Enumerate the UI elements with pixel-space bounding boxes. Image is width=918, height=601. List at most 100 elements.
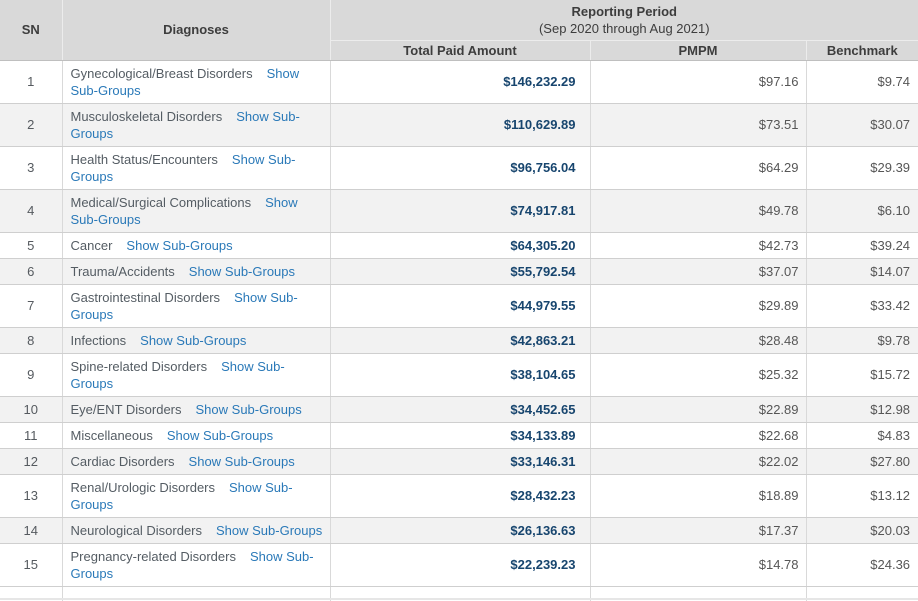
show-sub-groups-link[interactable]: Show Sub-Groups	[70, 479, 293, 512]
row-diagnosis-cell: Gynecological/Breast Disorders Show Sub-G…	[62, 60, 331, 104]
column-header-reporting-period: Reporting Period (Sep 2020 through Aug 2…	[330, 0, 918, 41]
row-pmpm: $25.32	[590, 353, 807, 397]
row-benchmark: $20.03	[806, 517, 918, 544]
show-sub-groups-link[interactable]: Show Sub-Groups	[70, 108, 300, 141]
row-total-paid-amount: $110,629.89	[330, 103, 591, 147]
diagnosis-label: Spine-related Disorders	[70, 358, 208, 374]
column-header-pmpm: PMPM	[590, 40, 807, 61]
row-pmpm: $22.02	[590, 448, 807, 475]
row-total-paid-amount: $96,756.04	[330, 146, 591, 190]
table-row: 2 Musculoskeletal Disorders Show Sub-Grou…	[0, 103, 918, 147]
show-sub-groups-link[interactable]: Show Sub-Groups	[126, 237, 233, 253]
partial-cell	[0, 586, 63, 601]
row-sn: 7	[0, 284, 63, 328]
row-total-paid-amount: $33,146.31	[330, 448, 591, 475]
diagnosis-label: Renal/Urologic Disorders	[70, 479, 216, 495]
row-total-paid-amount: $44,979.55	[330, 284, 591, 328]
diagnosis-label: Cancer	[70, 237, 113, 253]
row-sn: 2	[0, 103, 63, 147]
row-diagnosis-cell: Neurological Disorders Show Sub-Groups	[62, 517, 331, 544]
row-sn: 10	[0, 396, 63, 423]
next-row-partially-visible	[0, 586, 918, 601]
show-sub-groups-link[interactable]: Show Sub-Groups	[70, 151, 296, 184]
row-pmpm: $18.89	[590, 474, 807, 518]
diagnosis-label: Health Status/Encounters	[70, 151, 218, 167]
row-total-paid-amount: $28,432.23	[330, 474, 591, 518]
row-total-paid-amount: $38,104.65	[330, 353, 591, 397]
table-row: 13 Renal/Urologic Disorders Show Sub-Grou…	[0, 474, 918, 518]
row-diagnosis-cell: Infections Show Sub-Groups	[62, 327, 331, 354]
row-total-paid-amount: $146,232.29	[330, 60, 591, 104]
row-pmpm: $97.16	[590, 60, 807, 104]
diagnosis-label: Trauma/Accidents	[70, 263, 175, 279]
show-sub-groups-link[interactable]: Show Sub-Groups	[70, 289, 298, 322]
table-row: 15 Pregnancy-related Disorders Show Sub-G…	[0, 543, 918, 587]
show-sub-groups-link[interactable]: Show Sub-Groups	[216, 522, 323, 538]
row-diagnosis-cell: Cancer Show Sub-Groups	[62, 232, 331, 259]
row-sn: 13	[0, 474, 63, 518]
row-pmpm: $73.51	[590, 103, 807, 147]
show-sub-groups-link[interactable]: Show Sub-Groups	[70, 548, 314, 581]
show-sub-groups-link[interactable]: Show Sub-Groups	[70, 65, 300, 98]
diagnosis-label: Infections	[70, 332, 127, 348]
row-benchmark: $9.78	[806, 327, 918, 354]
table-row: 11 Miscellaneous Show Sub-Groups $34,133.…	[0, 422, 918, 449]
row-pmpm: $49.78	[590, 189, 807, 233]
column-header-sn: SN	[0, 0, 63, 61]
show-sub-groups-link[interactable]: Show Sub-Groups	[188, 453, 295, 469]
row-sn: 5	[0, 232, 63, 259]
table-row: 10 Eye/ENT Disorders Show Sub-Groups $34,…	[0, 396, 918, 423]
row-diagnosis-cell: Trauma/Accidents Show Sub-Groups	[62, 258, 331, 285]
row-benchmark: $29.39	[806, 146, 918, 190]
row-sn: 4	[0, 189, 63, 233]
row-benchmark: $12.98	[806, 396, 918, 423]
row-diagnosis-cell: Health Status/Encounters Show Sub-Groups	[62, 146, 331, 190]
show-sub-groups-link[interactable]: Show Sub-Groups	[140, 332, 247, 348]
row-pmpm: $42.73	[590, 232, 807, 259]
row-pmpm: $29.89	[590, 284, 807, 328]
row-benchmark: $30.07	[806, 103, 918, 147]
table-row: 7 Gastrointestinal Disorders Show Sub-Gro…	[0, 284, 918, 328]
diagnosis-label: Gastrointestinal Disorders	[70, 289, 221, 305]
table-header: SN Diagnoses Reporting Period (Sep 2020 …	[0, 0, 918, 61]
table-row: 5 Cancer Show Sub-Groups $64,305.20 $42.7…	[0, 232, 918, 259]
show-sub-groups-link[interactable]: Show Sub-Groups	[70, 358, 285, 391]
show-sub-groups-link[interactable]: Show Sub-Groups	[188, 263, 296, 279]
partial-cell	[330, 586, 591, 601]
row-pmpm: $28.48	[590, 327, 807, 354]
diagnosis-label: Gynecological/Breast Disorders	[70, 65, 253, 81]
row-diagnosis-cell: Cardiac Disorders Show Sub-Groups	[62, 448, 331, 475]
row-diagnosis-cell: Pregnancy-related Disorders Show Sub-Grou…	[62, 543, 331, 587]
row-total-paid-amount: $55,792.54	[330, 258, 591, 285]
reporting-period-title: Reporting Period	[571, 3, 677, 19]
row-sn: 6	[0, 258, 63, 285]
row-total-paid-amount: $74,917.81	[330, 189, 591, 233]
row-total-paid-amount: $34,133.89	[330, 422, 591, 449]
row-benchmark: $33.42	[806, 284, 918, 328]
column-header-diagnoses: Diagnoses	[62, 0, 331, 61]
show-sub-groups-link[interactable]: Show Sub-Groups	[70, 194, 298, 227]
row-pmpm: $22.68	[590, 422, 807, 449]
table-row: 1 Gynecological/Breast Disorders Show Sub…	[0, 60, 918, 104]
table-row: 14 Neurological Disorders Show Sub-Groups…	[0, 517, 918, 544]
table-row: 3 Health Status/Encounters Show Sub-Group…	[0, 146, 918, 190]
row-diagnosis-cell: Spine-related Disorders Show Sub-Groups	[62, 353, 331, 397]
show-sub-groups-link[interactable]: Show Sub-Groups	[195, 401, 302, 417]
row-sn: 9	[0, 353, 63, 397]
row-total-paid-amount: $34,452.65	[330, 396, 591, 423]
row-sn: 14	[0, 517, 63, 544]
show-sub-groups-link[interactable]: Show Sub-Groups	[166, 427, 274, 443]
row-benchmark: $27.80	[806, 448, 918, 475]
diagnosis-label: Cardiac Disorders	[70, 453, 175, 469]
row-benchmark: $4.83	[806, 422, 918, 449]
diagnosis-label: Miscellaneous	[70, 427, 153, 443]
partial-cell	[62, 586, 331, 601]
diagnosis-label: Neurological Disorders	[70, 522, 203, 538]
row-benchmark: $6.10	[806, 189, 918, 233]
row-sn: 8	[0, 327, 63, 354]
row-diagnosis-cell: Renal/Urologic Disorders Show Sub-Groups	[62, 474, 331, 518]
table-row: 4 Medical/Surgical Complications Show Sub…	[0, 189, 918, 233]
row-sn: 12	[0, 448, 63, 475]
diagnosis-label: Eye/ENT Disorders	[70, 401, 182, 417]
